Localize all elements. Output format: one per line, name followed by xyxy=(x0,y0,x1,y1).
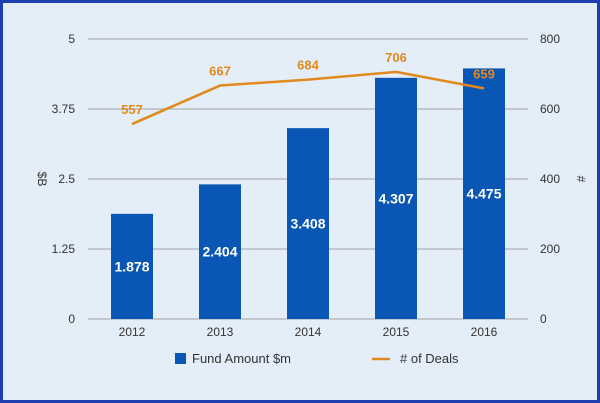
legend: Fund Amount $m # of Deals xyxy=(175,351,459,366)
x-tick-label: 2013 xyxy=(207,325,234,339)
x-tick-label: 2012 xyxy=(119,325,146,339)
axes: $B # 0 1.25 2.5 3.75 5 0 200 400 600 800 2012 2013 2… xyxy=(35,32,588,339)
legend-fund-label: Fund Amount $m xyxy=(192,351,291,366)
fund-bar xyxy=(111,213,153,319)
left-tick-label: 3.75 xyxy=(52,102,76,116)
x-tick-label: 2015 xyxy=(383,325,410,339)
right-tick-label: 200 xyxy=(540,242,560,256)
fund-bar-label: 2.404 xyxy=(202,244,237,260)
fund-bar-label: 3.408 xyxy=(290,216,325,232)
data-labels: 1.878 2.404 3.408 4.307 4.475 557 667 684 706 659 xyxy=(114,50,501,275)
x-tick-label: 2014 xyxy=(295,325,322,339)
deals-point-label: 667 xyxy=(209,64,231,79)
fund-bar xyxy=(199,184,241,319)
deals-line-path xyxy=(131,70,485,126)
right-axis-title: # xyxy=(574,176,588,183)
left-tick-label: 1.25 xyxy=(52,242,76,256)
deals-point-label: 684 xyxy=(297,58,319,73)
legend-fund-swatch xyxy=(175,353,186,364)
deals-point-label: 706 xyxy=(385,50,407,65)
left-axis-title: $B xyxy=(35,172,49,187)
fund-bar-label: 4.475 xyxy=(466,186,501,202)
right-tick-label: 800 xyxy=(540,32,560,46)
left-tick-label: 0 xyxy=(68,312,75,326)
fund-bar-label: 1.878 xyxy=(114,258,149,274)
deals-line xyxy=(131,70,485,126)
fund-bar xyxy=(375,77,417,319)
fund-bar xyxy=(463,68,505,320)
fund-bar-label: 4.307 xyxy=(378,190,413,206)
deals-point-label: 557 xyxy=(121,102,143,117)
right-tick-label: 600 xyxy=(540,102,560,116)
right-tick-label: 400 xyxy=(540,172,560,186)
fund-bar xyxy=(287,128,329,319)
legend-deals-label: # of Deals xyxy=(400,351,459,366)
deals-point-label: 659 xyxy=(473,66,495,81)
fund-amount-bars xyxy=(111,68,505,320)
left-tick-label: 5 xyxy=(68,32,75,46)
right-tick-label: 0 xyxy=(540,312,547,326)
x-tick-label: 2016 xyxy=(471,325,498,339)
left-tick-label: 2.5 xyxy=(58,172,75,186)
